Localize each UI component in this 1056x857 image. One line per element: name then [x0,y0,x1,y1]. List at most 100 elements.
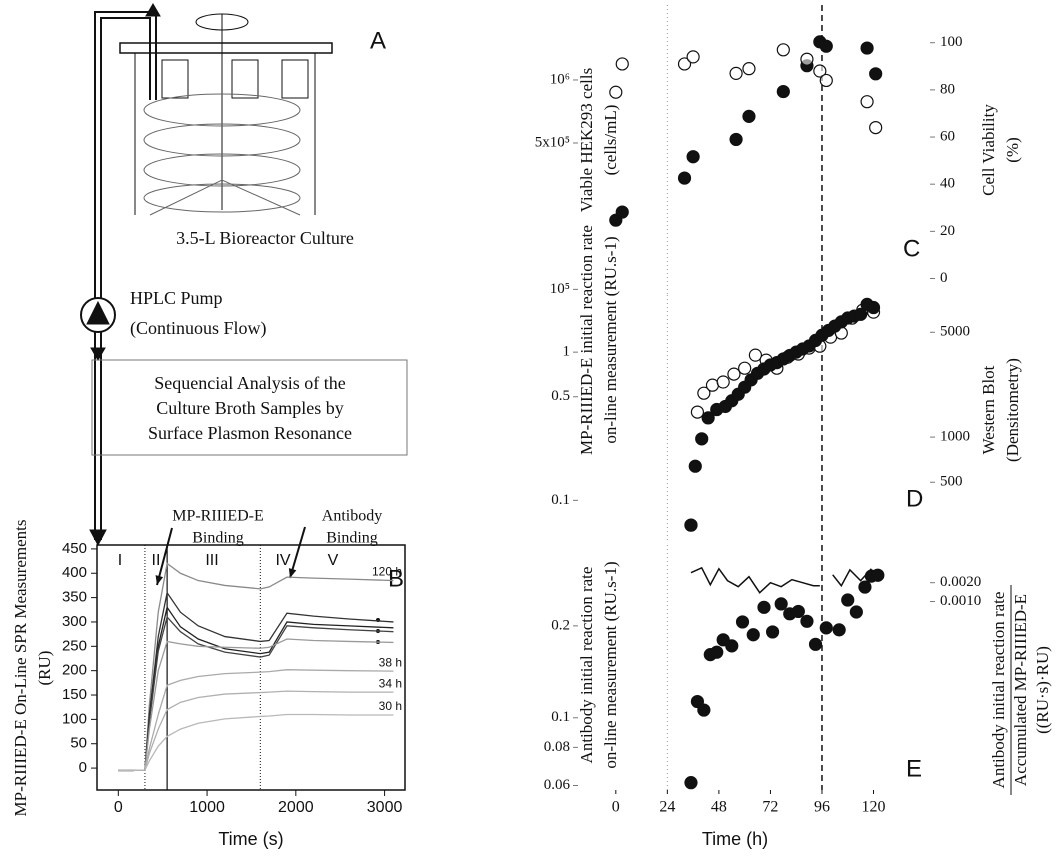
data-point [765,625,780,639]
data-point [866,300,881,315]
y2-tick-label: 0.0020 [940,574,981,590]
analysis-label: Sequencial Analysis of the [154,373,345,393]
y2-tick-label: 0 [940,270,948,286]
y-tick-label: 350 [62,589,87,606]
x-tick-label: 0 [612,799,620,816]
y-tick-label: 0 [79,759,87,776]
y2-tick-label: 20 [940,223,955,239]
series-line [690,566,820,594]
data-point [776,84,790,99]
data-point [871,568,885,582]
phase-label: V [328,552,339,569]
annotation: Binding [326,530,378,547]
phase-label: III [205,552,218,569]
y-axis-label: Antibody initial reaction rate [577,567,596,764]
data-point [695,432,709,446]
panel-label: A [370,27,386,54]
data-point [686,50,700,64]
data-point [677,171,692,185]
data-point [860,41,874,55]
y2-tick-label: 1000 [940,429,970,445]
annotation: Binding [192,530,244,547]
data-point [684,776,698,790]
x-tick-label: 3000 [367,799,403,816]
data-point [701,411,715,425]
y-tick-label: 0.08 [544,739,570,755]
data-point [615,57,629,71]
y2-axis-label: Cell Viability [979,104,998,196]
y2-tick-label: 500 [940,474,963,490]
series-line [118,669,394,772]
data-point [684,518,698,532]
y2-axis-label: Accumulated MP-RIIIED-E [1011,594,1030,786]
y-tick-label: 0.1 [551,492,570,508]
data-point [774,597,788,611]
phase-label: I [118,552,122,569]
y-tick-label: 250 [62,637,87,654]
x-axis-label: Time (h) [702,829,768,849]
data-point [832,623,846,637]
data-point [800,614,814,628]
data-point [776,43,790,57]
y-tick-label: 400 [62,564,87,581]
data-point [800,52,814,66]
data-point [819,621,833,635]
x-tick-label: 1000 [189,799,225,816]
data-point [841,593,855,607]
y2-tick-label: 0.0010 [940,593,981,609]
y2-axis-label: (Densitometry) [1003,358,1022,462]
pump-label: HPLC Pump [130,288,223,308]
y-tick-label: 0.2 [551,617,570,633]
arrow-head [288,568,297,578]
data-point [677,57,692,71]
data-point [716,375,730,389]
data-point [819,39,833,53]
x-tick-label: 48 [711,799,727,816]
data-point [742,109,756,123]
y-tick-label: 0.06 [544,777,571,793]
analysis-label: Culture Broth Samples by [156,398,344,418]
data-point [813,64,827,78]
x-tick-label: 72 [762,799,778,816]
data-point [697,386,711,400]
data-point [757,600,771,614]
pump-label: (Continuous Flow) [130,318,267,339]
series-line [118,690,394,772]
y2-tick-label: 40 [940,176,955,192]
data-point [854,307,868,321]
y2-axis-label: Antibody initial reaction rate [989,592,1008,789]
series-label: 30 h [379,699,402,713]
data-point [860,95,874,109]
data-point [748,348,763,362]
y2-axis-label: ((RU·s)·RU) [1033,646,1052,734]
panel-label: D [906,485,923,512]
y-tick-label: 5x10⁵ [535,134,570,150]
y2-tick-label: 100 [940,34,963,50]
panel-label: B [388,565,404,592]
data-point [869,67,883,81]
y-tick-label: 150 [62,686,87,703]
analysis-label: Surface Plasmon Resonance [148,423,352,443]
x-axis-label: Time (s) [218,829,283,849]
x-tick-label: 24 [659,799,675,816]
y2-tick-label: 60 [940,128,955,144]
data-point [609,85,623,99]
annotation: Antibody [322,508,382,525]
series-label: 120 h [372,565,402,579]
data-point [688,459,702,473]
y-tick-label: 0.5 [551,388,570,404]
data-point [710,645,724,659]
y2-axis-label: (%) [1003,137,1022,162]
y-tick-label: 10⁶ [550,71,570,87]
arrow-head [155,575,164,585]
y-tick-label: 1 [563,344,571,360]
y-axis-label: MP-RIIIED-E initial reaction rate [577,225,596,455]
y-tick-label: 200 [62,662,87,679]
y-tick-label: 300 [62,613,87,630]
y-axis-label: (RU) [35,651,54,686]
data-point [808,637,823,651]
data-point [735,615,750,629]
data-point [746,628,760,642]
y-axis-label: Viable HEK293 cells [577,68,596,212]
y-tick-label: 50 [70,735,87,752]
